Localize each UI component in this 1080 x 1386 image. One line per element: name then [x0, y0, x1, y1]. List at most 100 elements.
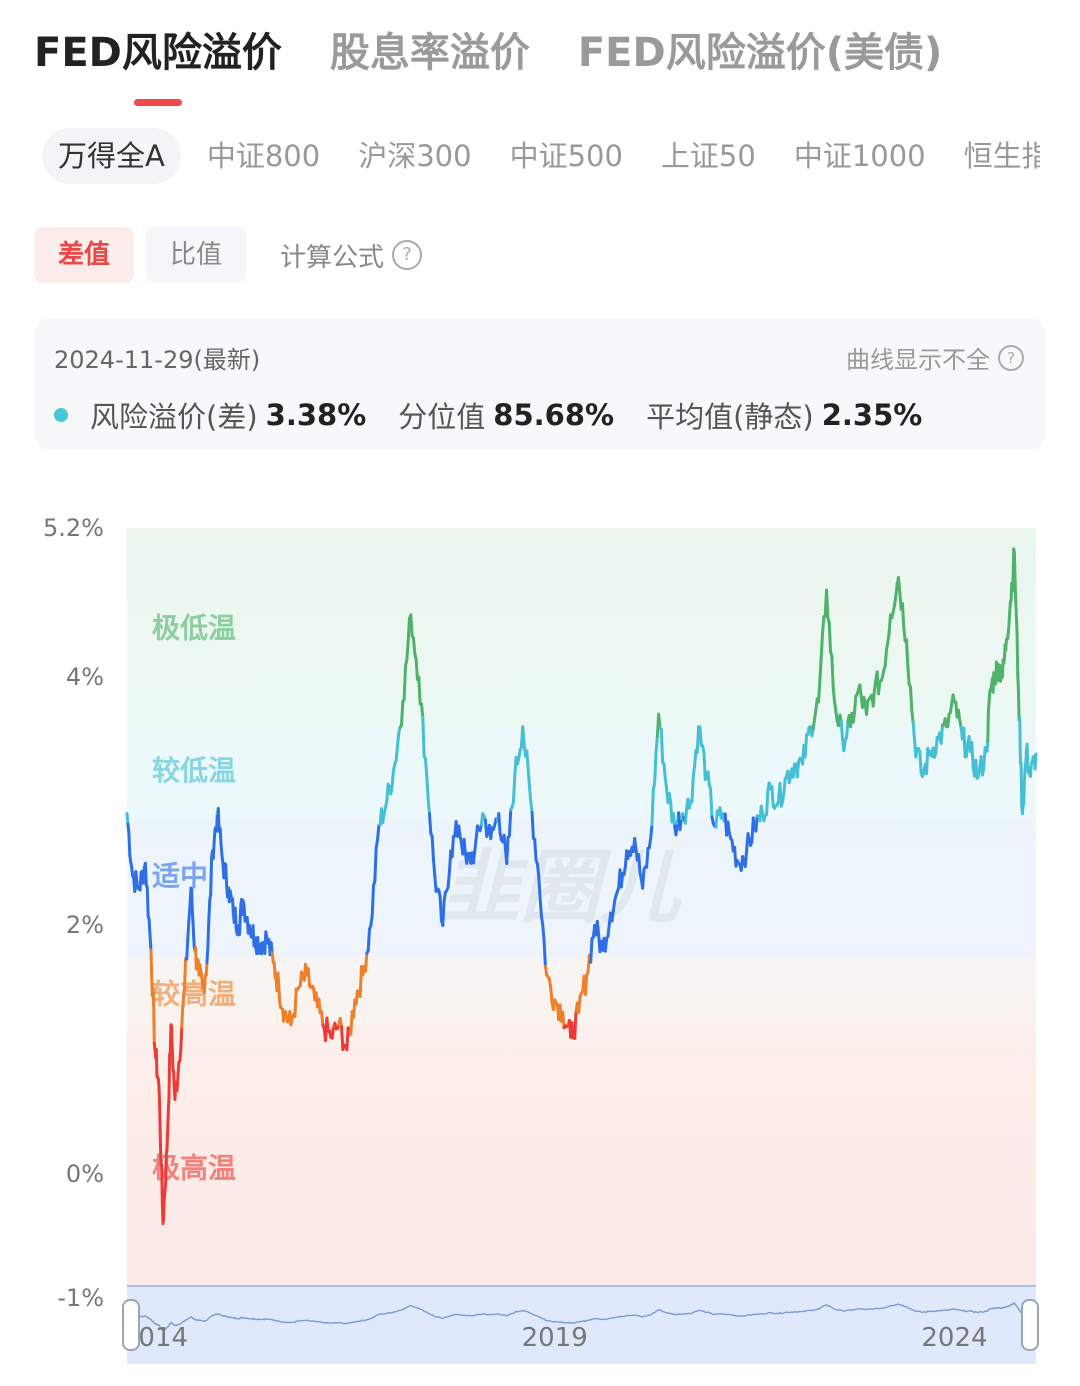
index-tab-sse50[interactable]: 上证50 — [660, 139, 756, 173]
band-极低温 — [127, 528, 1036, 727]
series-segment — [834, 709, 839, 723]
series-segment — [549, 986, 554, 1005]
series-segment — [369, 914, 374, 927]
series-segment — [910, 709, 915, 724]
diff-button[interactable]: 差值 — [34, 227, 134, 283]
series-segment — [170, 1025, 174, 1052]
series-segment — [527, 784, 533, 803]
navigator-window[interactable] — [127, 1286, 1036, 1364]
index-tab-csi300[interactable]: 沪深300 — [358, 139, 472, 173]
series-segment — [325, 1016, 330, 1034]
curve-incomplete-hint[interactable]: 曲线显示不全 ? — [846, 340, 1024, 375]
question-icon: ? — [392, 240, 423, 270]
series-segment — [253, 936, 258, 950]
series-segment — [181, 994, 186, 1009]
formula-label: 计算公式 — [280, 242, 385, 273]
percentile-label: 分位值 — [398, 400, 486, 434]
series-segment — [671, 812, 677, 828]
series-segment — [157, 1085, 162, 1107]
tab-dividend-premium[interactable]: 股息率溢价 — [329, 30, 530, 76]
series-segment — [962, 726, 967, 759]
navigator-left-handle[interactable] — [122, 1299, 140, 1351]
series-segment — [570, 1021, 575, 1040]
band-label: 较低温 — [152, 754, 236, 787]
index-tab-hang-seng[interactable]: 恒生指 — [963, 139, 1040, 173]
series-segment — [986, 700, 991, 713]
series-segment — [1013, 578, 1018, 603]
series-segment — [817, 679, 822, 704]
series-segment — [678, 817, 683, 832]
series-segment — [158, 1136, 163, 1166]
band-较低温 — [127, 726, 1036, 820]
series-segment — [178, 1048, 183, 1063]
range-navigator[interactable]: 2014 2019 2024 — [122, 1285, 1039, 1364]
series-segment — [438, 895, 443, 922]
series-segment — [395, 731, 401, 748]
series-segment — [858, 683, 863, 698]
formula-link[interactable]: 计算公式 ? — [280, 237, 423, 274]
series-segment — [376, 824, 381, 842]
series-segment — [502, 833, 507, 850]
series-segment — [657, 712, 662, 730]
series-segment — [187, 904, 192, 923]
series-segment — [465, 851, 470, 865]
series-segment — [1025, 742, 1030, 771]
tab-fed-risk-premium[interactable]: FED风险溢价 — [34, 22, 282, 106]
series-segment — [633, 836, 638, 851]
series-segment — [186, 919, 191, 942]
band-极高温 — [127, 1024, 1036, 1298]
series-segment — [827, 621, 833, 654]
index-tab-wind-all-a[interactable]: 万得全A — [42, 128, 181, 184]
ratio-button[interactable]: 比值 — [146, 227, 246, 283]
index-tabs: 万得全A 中证800 沪深300 中证500 上证50 中证1000 恒生指 — [42, 126, 1040, 186]
tab-fed-risk-premium-ust[interactable]: FED风险溢价(美债) — [577, 30, 943, 76]
navigator-right-handle[interactable] — [1021, 1299, 1039, 1351]
series-segment — [505, 835, 510, 865]
series-segment — [839, 719, 845, 741]
series-segment — [595, 919, 601, 937]
series-segment — [883, 648, 888, 668]
y-tick-label: -1% — [57, 1284, 104, 1312]
series-segment — [904, 638, 910, 668]
series-segment — [674, 821, 679, 837]
series-segment — [754, 814, 759, 833]
mode-row: 差值 比值 计算公式 ? — [34, 226, 423, 284]
series-segment — [537, 874, 542, 900]
series-segment — [1010, 575, 1015, 593]
series-segment — [427, 812, 433, 835]
series-segment — [431, 857, 437, 878]
series-segment — [219, 842, 224, 858]
series-segment — [183, 957, 188, 990]
series-segment — [166, 1110, 170, 1134]
series-segment — [151, 986, 156, 1006]
series-segment — [421, 715, 426, 758]
index-tab-csi1000[interactable]: 中证1000 — [793, 139, 926, 173]
series-segment — [450, 835, 455, 859]
series-segment — [663, 777, 669, 791]
series-segment — [695, 725, 701, 754]
question-icon: ? — [998, 344, 1024, 371]
navigator-preview-line — [126, 1302, 1037, 1332]
series-segment — [526, 766, 531, 788]
index-tab-csi800[interactable]: 中证800 — [206, 139, 321, 173]
series-segment — [293, 987, 298, 1019]
series-segment — [726, 820, 731, 834]
summary-date: 2024-11-29(最新) — [54, 346, 261, 374]
series-segment — [662, 762, 667, 781]
x-tick-label: 2024 — [921, 1323, 987, 1353]
series-segment — [853, 694, 858, 714]
series-segment — [641, 867, 646, 890]
percentile-value: 85.68% — [493, 398, 615, 432]
index-tab-csi500[interactable]: 中证500 — [509, 139, 623, 173]
series-segment — [170, 1048, 175, 1071]
series-segment — [190, 887, 194, 912]
series-segment — [1018, 716, 1022, 765]
series-segment — [845, 720, 850, 740]
series-segment — [238, 914, 242, 936]
series-segment — [529, 799, 534, 815]
series-segment — [1033, 752, 1038, 771]
series-segment — [143, 861, 148, 887]
series-segment — [659, 727, 665, 764]
